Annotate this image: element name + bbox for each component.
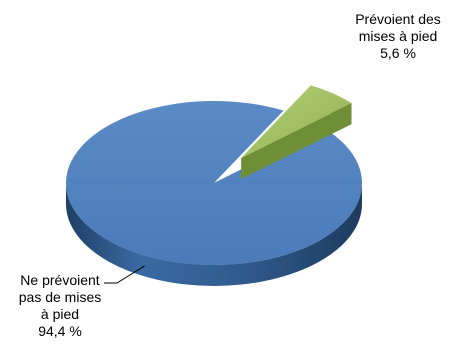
slice-value-label: 94,4 % [38,323,82,339]
slice-value-label: 5,6 % [380,45,416,61]
slice-label-ne-prevoient: Ne prévoient pas de mises à pied 94,4 % [2,272,118,340]
slice-prevoient [241,85,352,158]
leader-line-ne-prevoient [104,265,145,284]
slice-side-ne-prevoient [66,183,362,286]
slice-label-prevoient: Prévoient des mises à pied 5,6 % [338,11,458,62]
slice-label-line: Prévoient des [355,11,441,27]
slice-label-line: Ne prévoient [20,272,100,288]
slice-label-line: pas de mises [18,289,102,305]
slice-label-line: mises à pied [358,28,438,44]
slice-edge-prevoient [241,103,352,179]
slice-label-line: à pied [40,306,80,322]
slice-ne-prevoient [66,101,362,266]
